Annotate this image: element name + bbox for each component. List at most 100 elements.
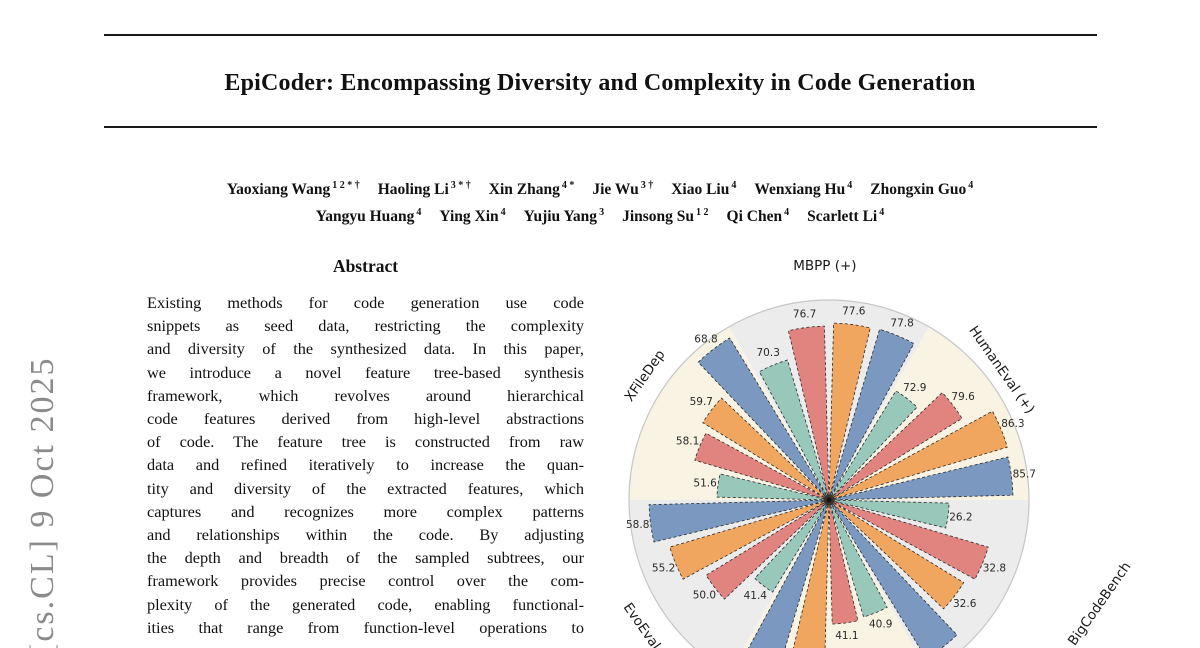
bar-bottom-blue — [748, 499, 830, 648]
bar-value-label: 32.6 — [953, 598, 977, 610]
title-rule — [104, 126, 1097, 128]
abstract-line: snippets as seed data, restricting the c… — [147, 316, 584, 336]
bar-value-label: 76.7 — [793, 309, 816, 321]
bar-XFileDep-teal — [716, 473, 830, 501]
author-name: Xiao Liu 4 — [671, 180, 737, 199]
author-name: Qi Chen 4 — [726, 207, 790, 226]
author-affiliation-sup: 4 — [731, 180, 737, 191]
bar-BigCodeBench-red — [828, 499, 989, 580]
authors-line-1: Yaoxiang Wang 1 2 * † Haoling Li 3 * † Xin Z… — [0, 174, 1200, 201]
bar-bottom-orange — [793, 499, 830, 648]
abstract-heading: Abstract — [332, 256, 399, 276]
bar-value-label: 59.7 — [690, 396, 713, 408]
bar-HumanEval (+)-blue — [828, 456, 1014, 501]
author-affiliation-sup: 3 * † — [450, 180, 471, 191]
author-affiliation-sup: 3 — [599, 207, 605, 219]
author-affiliation-sup: 4 — [416, 207, 422, 219]
author-name: Yujiu Yang 3 — [523, 207, 605, 226]
bar-BigCodeBench-teal — [828, 499, 950, 529]
author-name: Scarlett Li 4 — [807, 207, 885, 226]
author-name: Jinsong Su 1 2 — [622, 207, 709, 226]
author-block: Yaoxiang Wang 1 2 * † Haoling Li 3 * † Xin Z… — [0, 174, 1200, 228]
bar-BigCodeBench-orange — [828, 499, 965, 610]
sector-label-BigCodeBench: BigCodeBench — [1065, 559, 1134, 648]
bar-XFileDep-blue — [697, 337, 830, 501]
abstract-line: code features derived from high-level ab… — [147, 409, 584, 429]
author-affiliation-sup: 4 — [847, 180, 853, 191]
bar-value-label: 70.3 — [757, 347, 780, 359]
bar-value-label: 79.6 — [951, 391, 975, 403]
author-affiliation-sup: 4 — [784, 207, 790, 219]
author-name: Haoling Li 3 * † — [377, 180, 471, 199]
bar-value-label: 58.1 — [676, 435, 699, 447]
author-affiliation-sup: 4 — [879, 207, 885, 219]
abstract-line: and relationships within the code. By ad… — [147, 525, 584, 545]
bar-bottom-teal — [828, 499, 888, 618]
author-name: Yangyu Huang 4 — [315, 207, 422, 226]
top-rule — [104, 34, 1097, 36]
bar-MBPP (+)-orange — [828, 322, 871, 501]
authors-line-2: Yangyu Huang 4 Ying Xin 4 Yujiu Yang 3 Jinsong… — [0, 201, 1200, 228]
bar-value-label: 85.7 — [1013, 468, 1036, 480]
arxiv-watermark: [cs.CL] 9 Oct 2025 — [24, 356, 61, 648]
abstract-line: tity and diversity of the extracted feat… — [147, 478, 584, 498]
bar-value-label: 68.8 — [694, 334, 717, 346]
polar-rose-chart: 85.7 86.3 79.6 72.9 77.8 77.6 76.7 70.3 68.8 59.7… — [620, 258, 1134, 648]
abstract-line: Existing methods for code generation use… — [147, 293, 584, 312]
abstract-line: framework, which revolves around hierarc… — [147, 385, 584, 405]
bar-value-label: 58.8 — [626, 519, 649, 531]
abstract-line: the depth and breadth of the sampled sub… — [147, 548, 584, 568]
bar-value-label: 26.2 — [949, 511, 972, 523]
abstract-body: Existing methods for code generation use… — [147, 291, 584, 639]
author-affiliation-sup: 4 — [500, 207, 506, 219]
bar-value-label: 55.2 — [652, 563, 675, 575]
author-affiliation-sup: 1 2 — [696, 207, 709, 219]
sector-label-EvoEval: EvoEval — [620, 600, 664, 648]
paper-title: EpiCoder: Encompassing Diversity and Com… — [224, 70, 976, 96]
author-name: Jie Wu 3 † — [592, 180, 654, 199]
author-affiliation-sup: 3 † — [640, 180, 654, 191]
bar-EvoEval-red — [705, 499, 830, 600]
bar-XFileDep-orange — [702, 397, 830, 501]
abstract-line: of code. The feature tree is constructed… — [147, 432, 584, 452]
bar-value-label: 50.0 — [693, 590, 716, 602]
bar-HumanEval (+)-orange — [828, 410, 1008, 501]
author-name: Wenxiang Hu 4 — [754, 180, 853, 199]
bar-HumanEval (+)-teal — [828, 390, 918, 501]
bar-value-label: 86.3 — [1001, 418, 1024, 430]
bar-value-label: 51.6 — [693, 478, 717, 490]
bar-value-label: 77.6 — [842, 306, 866, 318]
bar-value-label: 41.4 — [744, 590, 768, 602]
abstract-line: framework provides precise control over … — [147, 571, 584, 591]
abstract-line: data and refined iteratively to increase… — [147, 455, 584, 475]
abstract-line: plexity of the generated code, enabling … — [147, 594, 584, 614]
bar-value-label: 77.8 — [890, 318, 913, 330]
bar-value-label: 32.8 — [983, 563, 1006, 575]
bar-EvoEval-orange — [669, 499, 830, 580]
bar-XFileDep-red — [694, 432, 830, 501]
bar-HumanEval (+)-red — [828, 392, 963, 501]
chart-center-dot-core — [826, 497, 832, 503]
bar-MBPP (+)-red — [787, 325, 830, 501]
bar-MBPP (+)-teal — [758, 359, 830, 501]
author-name: Zhongxin Guo 4 — [870, 180, 974, 199]
author-name: Xin Zhang 4 * — [488, 180, 575, 199]
abstract-column: Abstract Existing methods for code gener… — [147, 256, 584, 639]
abstract-line: captures and recognizes more complex pat… — [147, 501, 584, 521]
bar-value-label: 41.1 — [835, 630, 858, 642]
bar-EvoEval-teal — [754, 499, 830, 593]
bar-EvoEval-blue — [648, 499, 830, 543]
author-name: Yaoxiang Wang 1 2 * † — [226, 180, 360, 199]
author-affiliation-sup: 4 * — [561, 180, 575, 191]
author-affiliation-sup: 4 — [968, 180, 974, 191]
author-name: Ying Xin 4 — [439, 207, 506, 226]
abstract-line: we introduce a novel feature tree-based … — [147, 362, 584, 382]
abstract-line: and diversity of the synthesized data. I… — [147, 339, 584, 359]
bar-bottom-red — [828, 499, 859, 625]
outer-ring — [628, 299, 1030, 648]
sector-label-MBPP (+): MBPP (+) — [793, 258, 856, 274]
bar-value-label: 40.9 — [869, 619, 892, 631]
author-affiliation-sup: 1 2 * † — [332, 180, 360, 191]
bar-value-label: 72.9 — [903, 382, 926, 394]
